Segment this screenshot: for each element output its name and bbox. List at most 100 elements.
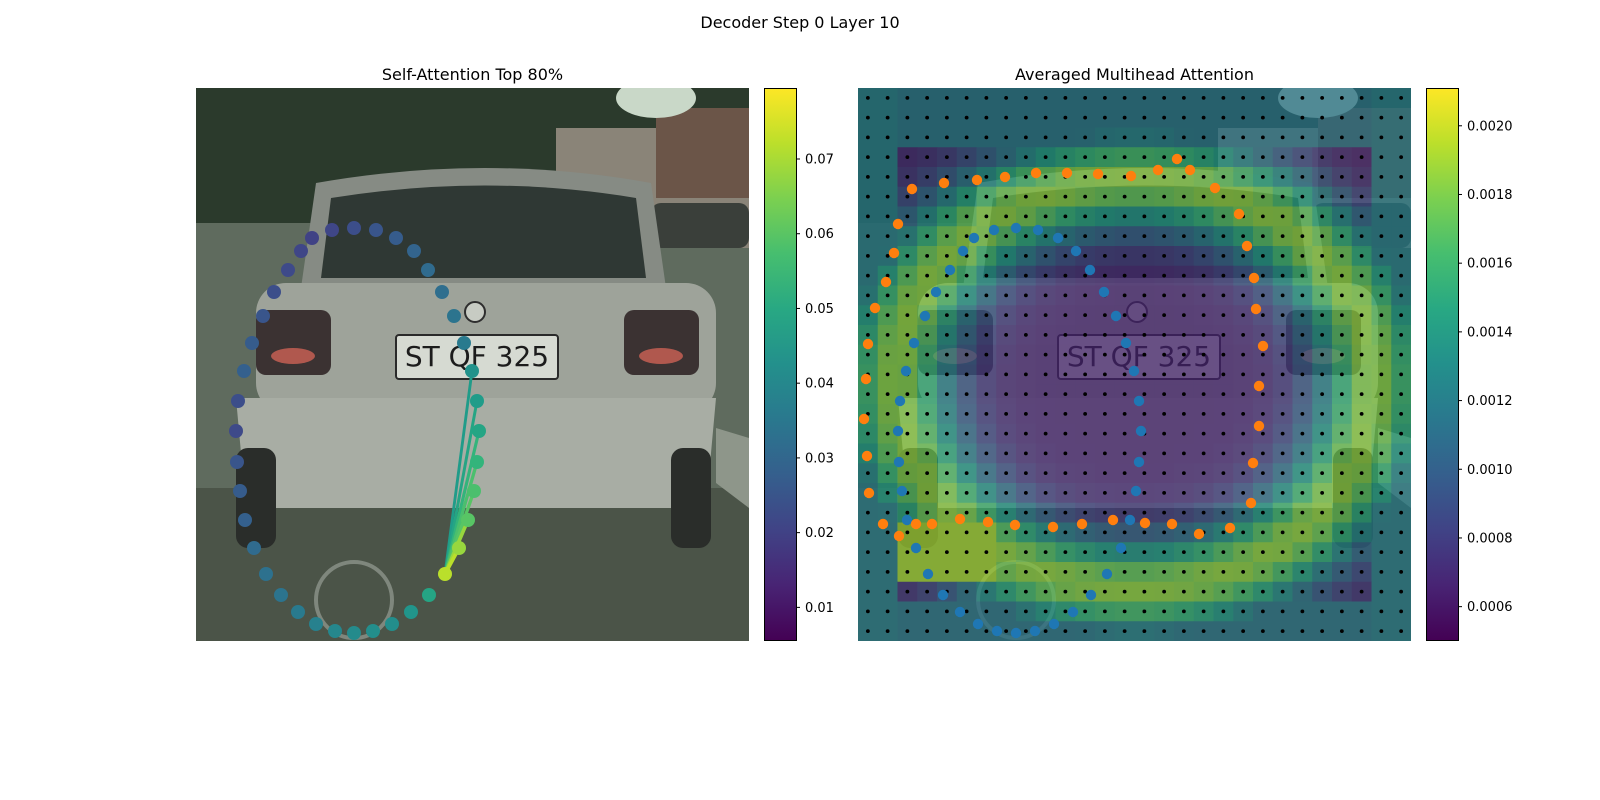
reference-dot: [1181, 273, 1186, 278]
reference-dot: [1359, 372, 1364, 377]
reference-dot: [1221, 313, 1226, 318]
reference-dot: [865, 332, 870, 337]
reference-dot: [1379, 352, 1384, 357]
orange-point-18: [1076, 518, 1088, 530]
orange-point-0: [906, 183, 918, 195]
blue-point-30: [1120, 337, 1132, 349]
reference-dot: [1399, 234, 1404, 239]
reference-dot: [984, 451, 989, 456]
self-attention-point-16: [328, 624, 342, 638]
orange-point-9: [863, 487, 875, 499]
reference-dot: [1221, 451, 1226, 456]
reference-dot: [1063, 293, 1068, 298]
reference-dot: [905, 431, 910, 436]
reference-dot: [1083, 451, 1088, 456]
reference-dot: [1260, 293, 1265, 298]
reference-dot: [925, 273, 930, 278]
reference-dot: [1379, 332, 1384, 337]
reference-dot: [1320, 609, 1325, 614]
reference-dot: [1280, 234, 1285, 239]
reference-dot: [1043, 431, 1048, 436]
reference-dot: [1359, 431, 1364, 436]
reference-dot: [1260, 372, 1265, 377]
reference-dot: [964, 451, 969, 456]
reference-dot: [905, 234, 910, 239]
reference-dot: [1043, 95, 1048, 100]
reference-dot: [1102, 392, 1107, 397]
reference-dot: [1379, 273, 1384, 278]
self-attention-point-9: [233, 484, 247, 498]
reference-dot: [1320, 629, 1325, 634]
reference-dot: [1043, 629, 1048, 634]
reference-dot: [1023, 431, 1028, 436]
blue-point-28: [1133, 395, 1145, 407]
reference-dot: [1399, 609, 1404, 614]
self-attention-point-17: [347, 626, 361, 640]
reference-dot: [1260, 451, 1265, 456]
reference-dot: [1339, 214, 1344, 219]
right-colorbar-tick-label-1: 0.0008: [1467, 531, 1513, 546]
self-attention-point-32: [435, 285, 449, 299]
reference-dot: [1399, 174, 1404, 179]
reference-dot: [1004, 352, 1009, 357]
reference-dot: [925, 471, 930, 476]
blue-point-9: [896, 485, 908, 497]
reference-dot: [1083, 490, 1088, 495]
reference-dot: [1221, 95, 1226, 100]
reference-dot: [944, 550, 949, 555]
reference-dot: [865, 273, 870, 278]
reference-dot: [1379, 135, 1384, 140]
orange-point-27: [1253, 380, 1265, 392]
orange-point-31: [1241, 240, 1253, 252]
reference-dot: [905, 510, 910, 515]
reference-dot: [1379, 431, 1384, 436]
reference-dot: [1339, 392, 1344, 397]
reference-dot: [1004, 392, 1009, 397]
reference-dot: [1320, 589, 1325, 594]
reference-dot: [1339, 629, 1344, 634]
reference-dot: [1043, 471, 1048, 476]
reference-dot: [1162, 214, 1167, 219]
reference-dot: [944, 451, 949, 456]
reference-dot: [1260, 253, 1265, 258]
self-attention-point-23: [452, 541, 466, 555]
reference-dot: [1023, 273, 1028, 278]
reference-dot: [1260, 194, 1265, 199]
reference-dot: [1004, 451, 1009, 456]
reference-dot: [1201, 451, 1206, 456]
reference-dot: [1300, 194, 1305, 199]
reference-dot: [885, 352, 890, 357]
reference-dot: [925, 214, 930, 219]
reference-dot: [1102, 214, 1107, 219]
reference-dot: [984, 194, 989, 199]
reference-dot: [1023, 214, 1028, 219]
reference-dot: [1379, 490, 1384, 495]
reference-dot: [1399, 589, 1404, 594]
reference-dot: [905, 95, 910, 100]
reference-dot: [1201, 194, 1206, 199]
reference-dot: [964, 95, 969, 100]
reference-dot: [1320, 95, 1325, 100]
reference-dot: [925, 234, 930, 239]
reference-dot: [964, 530, 969, 535]
reference-dot: [1181, 174, 1186, 179]
reference-dot: [1221, 471, 1226, 476]
reference-dot: [1162, 411, 1167, 416]
reference-dot: [1023, 352, 1028, 357]
reference-dot: [984, 95, 989, 100]
reference-dot: [1280, 115, 1285, 120]
reference-dot: [1379, 569, 1384, 574]
reference-dot: [1379, 234, 1384, 239]
self-attention-point-38: [325, 223, 339, 237]
reference-dot: [1063, 194, 1068, 199]
reference-dot: [1260, 273, 1265, 278]
reference-dot: [1102, 155, 1107, 160]
reference-dot: [1142, 490, 1147, 495]
reference-dot: [905, 569, 910, 574]
reference-dot: [1339, 95, 1344, 100]
reference-dot: [1359, 115, 1364, 120]
orange-point-20: [1139, 517, 1151, 529]
blue-point-39: [968, 232, 980, 244]
reference-dot: [1162, 115, 1167, 120]
reference-dot: [1260, 352, 1265, 357]
